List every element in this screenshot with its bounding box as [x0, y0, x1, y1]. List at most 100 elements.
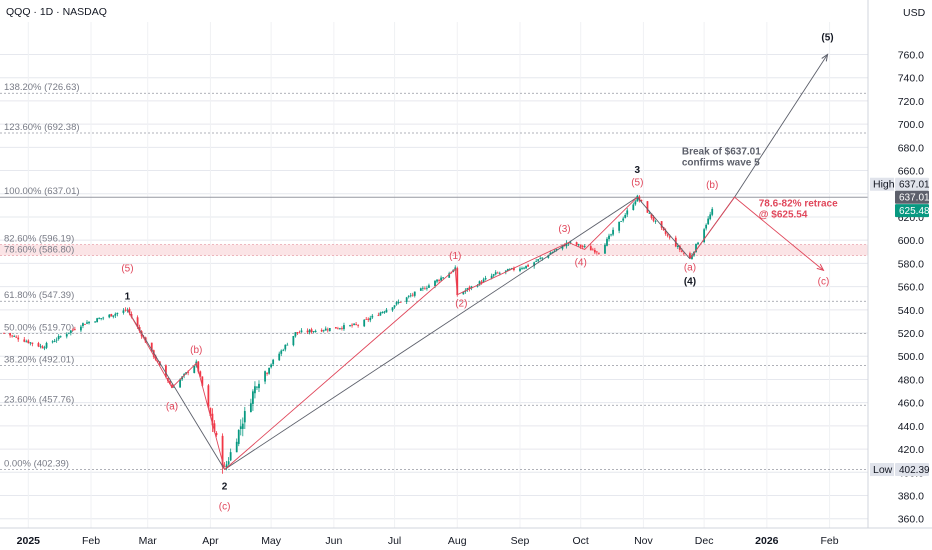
candle-body: [308, 329, 311, 333]
candle-body: [154, 356, 157, 361]
price-tag-label: High: [873, 179, 895, 191]
candle-body: [324, 328, 327, 331]
candle-body: [73, 329, 76, 330]
candle-body: [428, 285, 430, 288]
candle-body: [676, 245, 679, 248]
candle-body: [39, 345, 42, 347]
candle-body: [278, 353, 281, 361]
candle-body: [612, 229, 614, 235]
candle-body: [604, 244, 606, 254]
candle-body: [666, 234, 669, 236]
candle-body: [69, 330, 72, 333]
candle-body: [608, 235, 610, 240]
candle-body: [547, 255, 550, 258]
candle-body: [150, 342, 153, 351]
candle-body: [282, 349, 285, 351]
candle-body: [221, 435, 224, 467]
candle-body: [98, 318, 101, 320]
x-tick-label: Nov: [634, 535, 653, 547]
wave-label: (5): [631, 178, 643, 189]
wave-line: [127, 309, 226, 470]
candle-body: [351, 324, 353, 326]
wave-line: [127, 309, 225, 470]
candle-body: [59, 336, 62, 338]
candle-body: [156, 360, 159, 362]
candle-body: [527, 264, 529, 267]
candle-body: [381, 311, 384, 314]
candle-body: [3, 332, 5, 334]
wave-label: (4): [684, 276, 696, 287]
candle-body: [292, 335, 295, 346]
candle-body: [597, 252, 600, 254]
candle-body: [328, 327, 331, 332]
candle-body: [484, 278, 487, 280]
price-tag: [895, 463, 929, 477]
candle-body: [622, 218, 625, 221]
candles-group: [3, 194, 714, 474]
annotation-text: confirms wave 5: [682, 157, 760, 168]
candle-body: [336, 328, 339, 330]
fib-label: 78.60% (586.80): [4, 245, 74, 256]
candle-body: [193, 366, 196, 373]
candle-body: [705, 224, 708, 229]
candle-body: [209, 407, 212, 416]
candle-body: [695, 243, 697, 253]
candle-body: [268, 367, 271, 374]
candle-body: [197, 361, 200, 372]
candle-body: [385, 309, 388, 313]
candle-body: [306, 330, 309, 333]
annotation-text: Break of $637.01: [682, 146, 761, 157]
candle-body: [365, 318, 368, 320]
candle-body: [243, 411, 246, 423]
candle-body: [15, 336, 18, 338]
candle-body: [551, 252, 554, 253]
candle-body: [284, 344, 287, 350]
y-tick-label: 700.0: [898, 119, 924, 131]
fib-label: 23.60% (457.76): [4, 394, 74, 405]
price-tag-label-bg: [870, 177, 894, 191]
x-tick-label: Aug: [448, 535, 467, 547]
y-tick-label: 460.0: [898, 398, 924, 410]
candle-body: [249, 403, 252, 413]
candle-body: [51, 341, 54, 343]
price-tag-value: 637.01: [899, 180, 930, 191]
candle-body: [654, 221, 657, 222]
candle-body: [173, 386, 175, 388]
candle-body: [223, 466, 226, 467]
candle-body: [413, 291, 416, 296]
candle-body: [320, 329, 323, 332]
wave-label: 1: [125, 291, 131, 302]
price-tag: [895, 177, 929, 191]
y-tick-label: 560.0: [898, 282, 924, 294]
candle-body: [17, 337, 20, 340]
fib-zone: [0, 244, 868, 256]
candle-body: [462, 291, 465, 295]
candle-body: [591, 249, 594, 251]
candle-body: [638, 196, 641, 201]
y-tick-label: 500.0: [898, 351, 924, 363]
candle-body: [241, 423, 244, 429]
candle-body: [646, 201, 649, 213]
candle-body: [252, 391, 254, 404]
candle-body: [339, 328, 341, 329]
candle-body: [37, 343, 40, 347]
y-tick-label: 480.0: [898, 374, 924, 386]
candle-body: [112, 315, 115, 317]
wave-label: (5): [121, 264, 133, 275]
candle-body: [648, 213, 651, 214]
candle-body: [421, 287, 424, 289]
candle-body: [264, 371, 266, 382]
candle-body: [426, 287, 428, 289]
arrow-head: [816, 263, 825, 272]
y-tick-label: 760.0: [898, 49, 924, 61]
candle-body: [294, 332, 297, 337]
fib-label: 82.60% (596.19): [4, 234, 74, 245]
candle-body: [519, 268, 521, 271]
candle-body: [312, 331, 315, 333]
candle-body: [494, 272, 497, 275]
wave-label: (4): [575, 258, 587, 269]
candle-body: [466, 288, 469, 290]
candle-body: [553, 250, 556, 252]
symbol-title: QQQ · 1D · NASDAQ: [6, 6, 107, 18]
